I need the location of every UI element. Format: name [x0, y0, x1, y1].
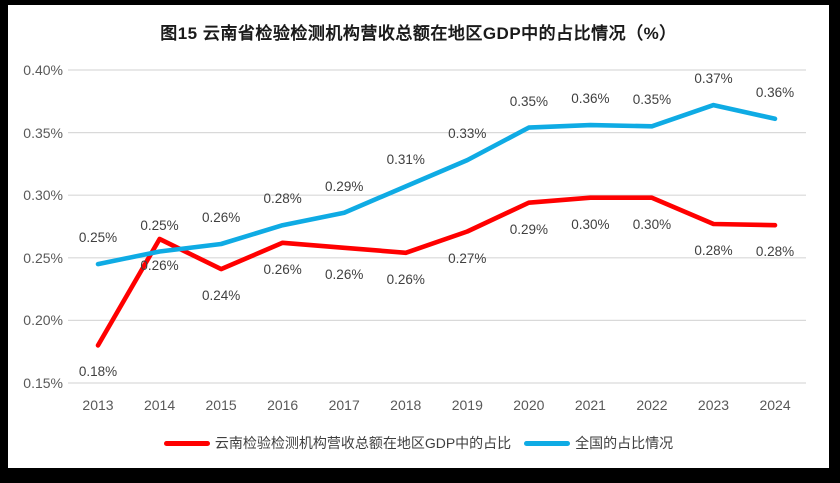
- yunnan-data-label-2018: 0.26%: [386, 271, 425, 287]
- legend-label-national: 全国的占比情况: [575, 435, 674, 451]
- y-tick-label: 0.30%: [23, 187, 63, 204]
- legend-label-yunnan: 云南检验检测机构营收总额在地区GDP中的占比: [214, 435, 512, 451]
- national-data-label-2021: 0.36%: [571, 91, 610, 107]
- x-tick-label-2020: 2020: [513, 397, 545, 413]
- yunnan-data-label-2014: 0.26%: [140, 258, 179, 274]
- gridlines: [68, 69, 806, 384]
- national-data-label-2018: 0.31%: [386, 152, 425, 168]
- x-tick-label-2018: 2018: [390, 397, 422, 413]
- x-tick-label-2017: 2017: [328, 397, 360, 413]
- x-tick-label-2013: 2013: [82, 397, 114, 413]
- national-line-series[interactable]: [95, 102, 778, 267]
- x-tick-label-2023: 2023: [697, 397, 730, 413]
- chart-title: 图15 云南省检验检测机构营收总额在地区GDP中的占比情况（%）: [160, 24, 677, 43]
- series-lines: [95, 102, 778, 348]
- national-data-label-2023: 0.37%: [694, 71, 733, 87]
- x-tick-label-2021: 2021: [574, 397, 606, 413]
- yunnan-data-label-2023: 0.28%: [694, 242, 733, 258]
- yunnan-data-label-2019: 0.27%: [448, 250, 487, 266]
- yunnan-data-label-2022: 0.30%: [632, 216, 672, 232]
- y-tick-label: 0.40%: [23, 62, 63, 78]
- national-data-label-2022: 0.35%: [632, 92, 672, 108]
- national-data-label-2014: 0.25%: [140, 217, 179, 233]
- y-tick-label: 0.35%: [23, 124, 63, 141]
- x-tick-label-2014: 2014: [143, 397, 176, 413]
- yunnan-data-label-2015: 0.24%: [201, 288, 241, 304]
- yunnan-data-label-2017: 0.26%: [325, 266, 364, 282]
- national-data-label-2015: 0.26%: [201, 210, 241, 226]
- y-tick-label: 0.20%: [23, 312, 63, 329]
- x-tick-label-2022: 2022: [636, 397, 668, 413]
- national-data-label-2019: 0.33%: [448, 126, 487, 142]
- national-data-label-2013: 0.25%: [78, 230, 118, 246]
- national-data-label-2024: 0.36%: [755, 84, 795, 100]
- y-tick-label: 0.15%: [23, 375, 63, 391]
- yunnan-data-label-2021: 0.30%: [571, 216, 610, 232]
- national-data-label-2020: 0.35%: [509, 93, 548, 109]
- chart-panel: [8, 5, 829, 468]
- x-tick-label-2016: 2016: [267, 397, 299, 413]
- national-data-label-2016: 0.28%: [263, 191, 302, 207]
- yunnan-data-label-2013: 0.18%: [78, 364, 118, 380]
- legend-item-yunnan[interactable]: 云南检验检测机构营收总额在地区GDP中的占比: [163, 433, 512, 453]
- x-tick-label-2015: 2015: [205, 397, 237, 413]
- national-data-label-2017: 0.29%: [325, 178, 364, 194]
- legend-item-national[interactable]: 全国的占比情况: [524, 433, 673, 453]
- x-tick-label-2019: 2019: [451, 397, 483, 413]
- national-line-swatch: [524, 440, 571, 446]
- yunnan-data-label-2016: 0.26%: [263, 261, 302, 277]
- yunnan-data-label-2020: 0.29%: [509, 221, 548, 237]
- y-tick-label: 0.25%: [23, 249, 63, 266]
- yunnan-line-series[interactable]: [95, 195, 778, 348]
- yunnan-line-swatch: [163, 440, 210, 446]
- x-tick-label-2024: 2024: [759, 397, 791, 413]
- yunnan-data-label-2024: 0.28%: [755, 244, 795, 260]
- legend: 云南检验检测机构营收总额在地区GDP中的占比 全国的占比情况: [8, 433, 829, 453]
